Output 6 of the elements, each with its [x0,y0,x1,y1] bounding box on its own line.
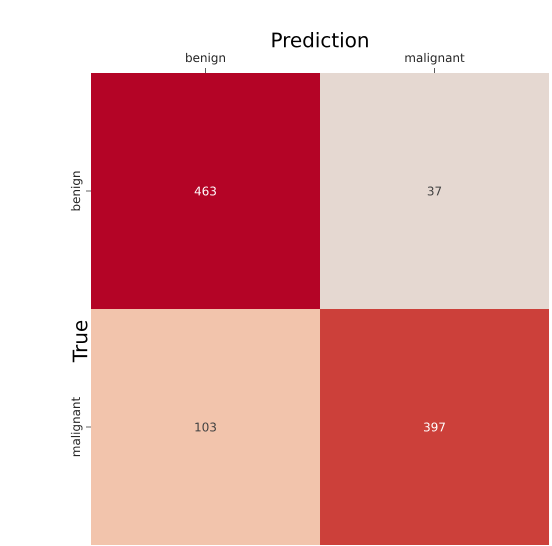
data-label: 463 [194,186,216,196]
data-label: 37 [428,186,442,196]
y-axis-title: True [72,320,88,362]
x-axis-title: Prediction [272,32,368,48]
data-label: 397 [424,422,445,432]
data-label: 103 [195,422,216,432]
